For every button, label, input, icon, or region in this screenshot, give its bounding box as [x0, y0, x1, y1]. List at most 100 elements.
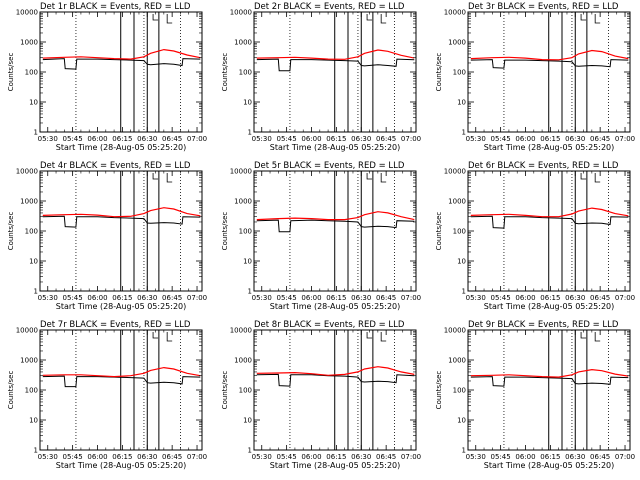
x-tick-label: 06:45 — [376, 453, 396, 461]
series-events — [256, 58, 415, 72]
panel-7: Det 7r BLACK = Events, RED = LLD 1 10 100 10… — [7, 320, 207, 470]
x-tick-label: 05:45 — [277, 135, 297, 143]
bracket-marker — [166, 332, 173, 342]
bracket-marker — [152, 14, 159, 21]
x-tick-label: 06:45 — [590, 294, 610, 302]
x-axis-label: Start Time (28-Aug-05 05:25:20) — [270, 302, 401, 311]
series-lld — [42, 48, 201, 60]
bracket-marker — [380, 14, 387, 24]
panel-title: Det 2r BLACK = Events, RED = LLD — [254, 2, 405, 12]
series-lld — [470, 207, 629, 218]
x-tick-label: 07:00 — [187, 453, 207, 461]
x-axis-label: Start Time (28-Aug-05 05:25:20) — [56, 143, 187, 152]
x-tick-label: 07:00 — [401, 135, 421, 143]
x-tick-label: 06:45 — [590, 135, 610, 143]
series-lld — [470, 49, 629, 61]
y-tick-label: 100 — [25, 69, 38, 77]
y-tick-label: 100 — [239, 69, 252, 77]
x-tick-label: 06:30 — [351, 135, 371, 143]
x-tick-label: 07:00 — [401, 294, 421, 302]
bracket-marker — [366, 173, 373, 180]
series-lld — [470, 368, 629, 378]
y-tick-label: 1000 — [20, 357, 38, 365]
y-tick-label: 10000 — [230, 9, 252, 17]
y-tick-label: 10 — [29, 99, 38, 107]
y-tick-label: 100 — [25, 228, 38, 236]
y-tick-label: 100 — [239, 387, 252, 395]
panel-8: Det 8r BLACK = Events, RED = LLD 1 10 100 10… — [221, 320, 421, 470]
x-tick-label: 06:00 — [515, 453, 535, 461]
bracket-marker — [580, 14, 587, 21]
panel-4: Det 4r BLACK = Events, RED = LLD 1 10 100 10… — [7, 161, 207, 311]
series-lld — [42, 207, 201, 218]
x-tick-label: 07:00 — [615, 294, 635, 302]
x-axis-label: Start Time (28-Aug-05 05:25:20) — [270, 461, 401, 470]
y-tick-label: 10000 — [16, 9, 38, 17]
x-tick-label: 06:45 — [162, 294, 182, 302]
bracket-marker — [580, 332, 587, 339]
series-lld — [42, 366, 201, 378]
bracket-marker — [152, 332, 159, 339]
panel-3: Det 3r BLACK = Events, RED = LLD 1 10 100 10… — [435, 2, 635, 152]
y-tick-label: 10 — [457, 99, 466, 107]
bracket-marker — [594, 332, 601, 342]
bracket-marker — [594, 14, 601, 24]
y-axis-label: Counts/sec — [7, 53, 15, 92]
y-tick-label: 1 — [462, 447, 466, 455]
series-events — [256, 219, 415, 233]
series-lld — [256, 366, 415, 376]
series-events — [42, 58, 201, 70]
y-tick-label: 10 — [243, 258, 252, 266]
x-tick-label: 06:00 — [87, 135, 107, 143]
panel-2: Det 2r BLACK = Events, RED = LLD 1 10 100 10… — [221, 2, 421, 152]
y-tick-label: 10 — [243, 99, 252, 107]
x-axis-label: Start Time (28-Aug-05 05:25:20) — [270, 143, 401, 152]
x-tick-label: 06:15 — [326, 135, 346, 143]
y-tick-label: 10 — [29, 417, 38, 425]
y-tick-label: 1000 — [448, 39, 466, 47]
y-tick-label: 1 — [34, 447, 38, 455]
panel-title: Det 6r BLACK = Events, RED = LLD — [468, 161, 619, 171]
x-tick-label: 06:30 — [137, 135, 157, 143]
y-axis-label: Counts/sec — [435, 53, 443, 92]
y-tick-label: 10000 — [230, 327, 252, 335]
y-tick-label: 1 — [34, 288, 38, 296]
panel-title: Det 4r BLACK = Events, RED = LLD — [40, 161, 191, 171]
x-tick-label: 07:00 — [401, 453, 421, 461]
x-tick-label: 06:30 — [137, 294, 157, 302]
y-tick-label: 1000 — [234, 39, 252, 47]
x-tick-label: 06:00 — [301, 294, 321, 302]
x-tick-label: 05:45 — [491, 294, 511, 302]
y-axis-label: Counts/sec — [435, 371, 443, 410]
x-tick-label: 06:30 — [565, 135, 585, 143]
y-tick-label: 10 — [457, 417, 466, 425]
series-events — [470, 215, 629, 229]
x-tick-label: 06:45 — [162, 453, 182, 461]
y-axis-label: Counts/sec — [435, 212, 443, 251]
series-events — [470, 59, 629, 69]
panel-5: Det 5r BLACK = Events, RED = LLD 1 10 100 10… — [221, 161, 421, 311]
x-tick-label: 06:00 — [515, 135, 535, 143]
series-events — [42, 215, 201, 228]
y-axis-label: Counts/sec — [221, 212, 229, 251]
y-tick-label: 1 — [462, 288, 466, 296]
y-tick-label: 1000 — [20, 198, 38, 206]
x-tick-label: 07:00 — [615, 135, 635, 143]
y-tick-label: 1 — [248, 288, 252, 296]
x-tick-label: 06:15 — [540, 135, 560, 143]
x-tick-label: 06:15 — [326, 453, 346, 461]
y-axis-label: Counts/sec — [221, 53, 229, 92]
x-tick-label: 05:30 — [466, 453, 486, 461]
bracket-marker — [166, 14, 173, 24]
bracket-marker — [366, 332, 373, 339]
x-axis-label: Start Time (28-Aug-05 05:25:20) — [56, 461, 187, 470]
panel-title: Det 8r BLACK = Events, RED = LLD — [254, 320, 405, 330]
x-tick-label: 05:30 — [252, 453, 272, 461]
y-tick-label: 1 — [34, 129, 38, 137]
y-tick-label: 1 — [248, 447, 252, 455]
x-tick-label: 05:30 — [38, 453, 58, 461]
x-tick-label: 06:30 — [565, 294, 585, 302]
y-tick-label: 100 — [25, 387, 38, 395]
x-tick-label: 06:30 — [565, 453, 585, 461]
